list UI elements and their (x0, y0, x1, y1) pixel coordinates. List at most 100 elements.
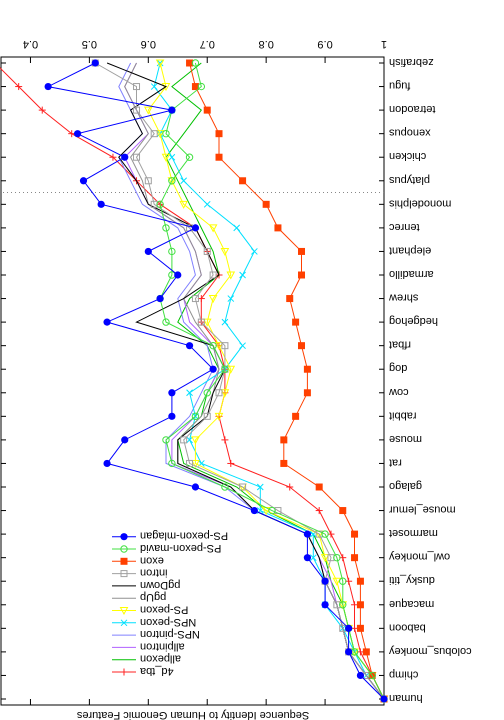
series-ps-pexon-mlagan-point (321, 577, 329, 585)
series-ps-pexon-mavid-point (168, 177, 176, 185)
series-nps-pexon-point (227, 295, 235, 302)
series-ps-pexon-mlagan-line (46, 62, 385, 700)
legend-pgup-label: pgUp (140, 591, 166, 603)
series-ps-pexon-mlagan-point (191, 224, 200, 232)
series-nps-pexon-point (233, 224, 241, 232)
series-ps-pexon-point (191, 459, 200, 468)
series-ps-pexon-mlagan-point (345, 648, 353, 656)
series-4d-tba-point (221, 436, 229, 444)
series-ps-pexon-mlagan-point (303, 530, 311, 538)
x-tick-label-baboon: baboon (389, 621, 426, 633)
series-intron-point (191, 295, 199, 303)
series-exon-point (351, 554, 359, 562)
series-ps-pexon-point (332, 577, 342, 586)
series-ps-pexon-mavid-point (162, 224, 170, 232)
legend-nps-pexon-point (120, 619, 128, 627)
series-ps-pexon-point (161, 153, 171, 162)
series-ps-pexon-point (226, 365, 236, 374)
x-tick-label-rfbat: rfbat (389, 339, 411, 351)
legend-exon-point (120, 557, 128, 565)
series-exon-line (189, 62, 385, 700)
series-allpexon (165, 62, 385, 700)
series-intron-point (215, 389, 223, 397)
series-ps-pexon-mlagan-point (356, 671, 365, 680)
legend-intron-point (120, 570, 128, 578)
y-tick-label: 0.5 (82, 38, 97, 50)
legend-ps-pexon-mlagan-label: PS-pexon-mlagan (140, 530, 228, 542)
series-ps-pexon-mlagan-point (250, 506, 258, 515)
y-tick-label: 1 (381, 38, 387, 50)
series-ps-pexon-point (208, 295, 218, 304)
x-tick-label-mouse-lemur: mouse_lemur (389, 504, 456, 516)
series-ps-pexon-point (155, 130, 165, 139)
series-exon-point (339, 507, 347, 515)
series-ps-pexon-mavid-point (197, 82, 206, 91)
series-intron-point (133, 106, 141, 114)
series-ps-pexon-mavid-line (159, 62, 385, 700)
series-4d-tba-point (15, 83, 23, 91)
series-ps-pexon-point (161, 83, 171, 92)
y-tick-label: 0.8 (259, 38, 274, 50)
series-intron-point (203, 247, 211, 255)
series-ps-pexon-point (214, 342, 224, 351)
series-ps-pexon-point (214, 412, 224, 421)
series-ps-pexon-mlagan-point (168, 106, 176, 114)
series-nps-pexon-point (239, 271, 246, 279)
legend-ps-pexon-mavid-point (120, 545, 128, 553)
legend-pgdown-label: pgDown (140, 579, 180, 591)
series-ps-pexon-mavid-point (191, 59, 200, 67)
y-tick-label: 0.7 (200, 38, 215, 50)
series-ps-pexon-mavid-point (221, 483, 229, 491)
series-4d-tba-point (351, 601, 359, 609)
x-tick-label-fugu: fugu (389, 80, 410, 92)
series-ps-pexon-mavid-point (333, 553, 341, 562)
series-nps-pexon-point (168, 153, 176, 161)
x-tick-label-tenrec: tenrec (389, 221, 420, 233)
series-ps-pexon-mavid-point (191, 412, 200, 421)
series-4d-tba-point (197, 295, 205, 303)
x-tick-label-cow: cow (389, 386, 409, 398)
series-nps-pexon-point (309, 554, 317, 562)
series-ps-pexon-mavid-point (185, 153, 194, 161)
x-tick-label-elephant: elephant (389, 244, 431, 256)
x-tick-label-shrew: shrew (389, 292, 418, 304)
series-exon-point (298, 342, 306, 350)
series-exon-point (351, 530, 359, 538)
x-tick-label-xenopus: xenopus (389, 127, 431, 139)
series-ps-pexon-mavid-point (321, 530, 329, 538)
legend-ps-pexon-point (119, 607, 129, 616)
series-4d-tba (0, 67, 388, 703)
series-ps-pexon-mavid-point (156, 200, 164, 209)
series-ps-pexon-mavid-point (339, 577, 347, 585)
series-ps-pexon-mlagan-point (103, 459, 111, 468)
series-exon-point (262, 200, 270, 208)
series-ps-pexon-mlagan-point (44, 82, 52, 91)
x-tick-label-rabbit: rabbit (389, 409, 417, 421)
series-ps-pexon-mlagan-point (185, 342, 194, 350)
series-intron-point (133, 153, 141, 161)
series-exon-point (286, 295, 294, 303)
series-ps-pexon-mavid-point (168, 247, 176, 256)
series-ps-pexon-mlagan-point (121, 153, 129, 161)
series-exon-point (298, 271, 306, 279)
series-ps-pexon-mavid-point (339, 601, 347, 609)
series-ps-pexon-mlagan-point (303, 554, 311, 562)
plot-frame (0, 56, 385, 706)
x-tick-label-colobus-monkey: colobus_monkey (389, 645, 472, 657)
series-ps-pexon-mlagan-point (79, 177, 88, 185)
series-exon-point (274, 224, 282, 232)
series-exon-point (239, 177, 247, 185)
series-4d-tba-point (109, 153, 117, 161)
series-nps-pexon-point (156, 59, 164, 67)
series-nps-pexon-point (239, 342, 246, 350)
series-exon-point (362, 648, 370, 656)
series-intron-point (209, 271, 217, 279)
series-exon-point (292, 412, 300, 420)
series-ps-pexon-mlagan (44, 59, 388, 703)
legend-4d-tba-point (120, 668, 128, 676)
series-intron-point (197, 318, 205, 326)
series-ps-pexon-mlagan-point (380, 695, 388, 703)
series-nps-pexon-point (180, 177, 188, 185)
series-intron-point (133, 83, 141, 91)
